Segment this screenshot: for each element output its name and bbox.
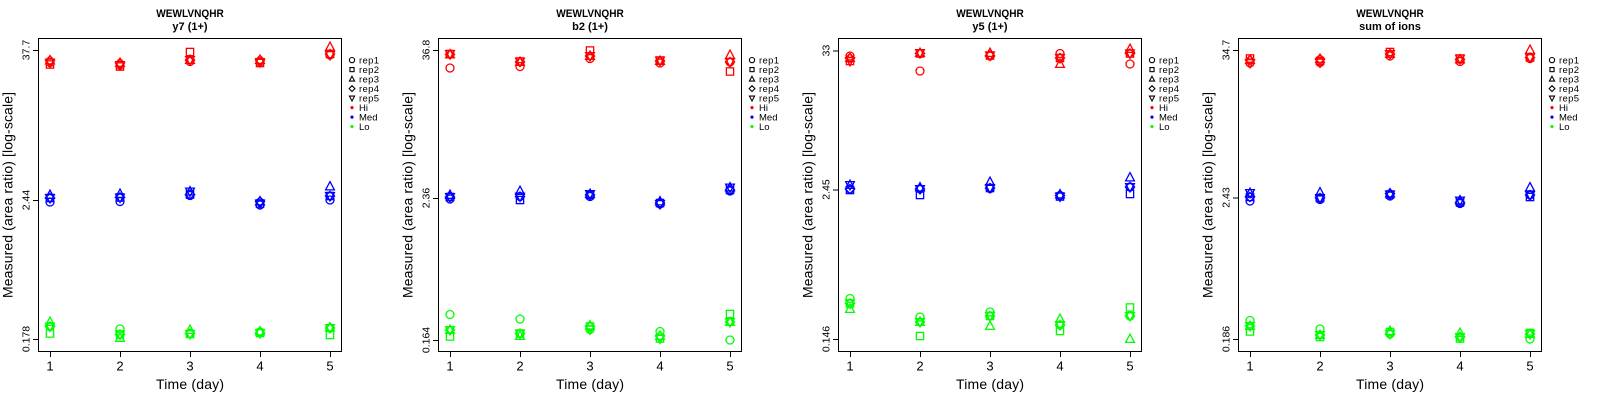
svg-text:4: 4 xyxy=(656,359,663,374)
svg-text:WEWLVNQHR: WEWLVNQHR xyxy=(556,8,624,20)
svg-text:2.43: 2.43 xyxy=(1221,187,1233,208)
svg-text:Time (day): Time (day) xyxy=(1356,376,1424,392)
svg-text:Med: Med xyxy=(1559,113,1577,124)
svg-text:3: 3 xyxy=(1386,359,1393,374)
svg-text:rep4: rep4 xyxy=(1159,84,1179,95)
svg-text:Measured (area ratio) [log-sca: Measured (area ratio) [log-scale] xyxy=(0,92,16,298)
svg-text:33: 33 xyxy=(821,45,833,57)
svg-text:sum of ions: sum of ions xyxy=(1359,21,1421,33)
svg-text:Measured (area ratio) [log-sca: Measured (area ratio) [log-scale] xyxy=(400,92,416,298)
svg-text:Lo: Lo xyxy=(759,122,770,133)
svg-text:3: 3 xyxy=(186,359,193,374)
svg-text:0.178: 0.178 xyxy=(21,326,33,352)
svg-text:2: 2 xyxy=(516,359,523,374)
svg-text:rep5: rep5 xyxy=(759,94,779,105)
svg-text:5: 5 xyxy=(1126,359,1133,374)
svg-text:2: 2 xyxy=(916,359,923,374)
svg-text:3: 3 xyxy=(586,359,593,374)
svg-text:rep1: rep1 xyxy=(359,56,379,67)
svg-text:rep5: rep5 xyxy=(1159,94,1179,105)
svg-text:Time (day): Time (day) xyxy=(556,376,624,392)
svg-text:rep5: rep5 xyxy=(1559,94,1579,105)
svg-text:rep2: rep2 xyxy=(1559,65,1579,76)
svg-text:5: 5 xyxy=(326,359,333,374)
svg-text:2.36: 2.36 xyxy=(421,188,433,209)
svg-text:Measured (area ratio) [log-sca: Measured (area ratio) [log-scale] xyxy=(800,92,816,298)
svg-text:2.44: 2.44 xyxy=(21,190,33,211)
svg-text:rep1: rep1 xyxy=(1159,56,1179,67)
svg-text:Lo: Lo xyxy=(1159,122,1170,133)
svg-text:rep1: rep1 xyxy=(759,56,779,67)
svg-text:Med: Med xyxy=(759,113,777,124)
svg-text:37.7: 37.7 xyxy=(21,40,33,61)
svg-text:Hi: Hi xyxy=(759,103,768,114)
svg-text:Time (day): Time (day) xyxy=(956,376,1024,392)
svg-text:rep3: rep3 xyxy=(1159,75,1179,86)
svg-text:1: 1 xyxy=(846,359,853,374)
svg-text:Hi: Hi xyxy=(1559,103,1568,114)
svg-text:4: 4 xyxy=(1056,359,1063,374)
svg-text:Measured (area ratio) [log-sca: Measured (area ratio) [log-scale] xyxy=(1200,92,1216,298)
svg-text:0.146: 0.146 xyxy=(821,326,833,352)
svg-text:y7 (1+): y7 (1+) xyxy=(172,21,207,33)
svg-text:Hi: Hi xyxy=(1159,103,1168,114)
svg-text:rep3: rep3 xyxy=(359,75,379,86)
svg-text:2: 2 xyxy=(1316,359,1323,374)
svg-text:y5 (1+): y5 (1+) xyxy=(972,21,1007,33)
svg-text:1: 1 xyxy=(446,359,453,374)
svg-text:4: 4 xyxy=(256,359,263,374)
svg-text:Med: Med xyxy=(359,113,377,124)
svg-text:Med: Med xyxy=(1159,113,1177,124)
svg-text:rep3: rep3 xyxy=(759,75,779,86)
svg-text:rep1: rep1 xyxy=(1559,56,1579,67)
svg-text:2: 2 xyxy=(116,359,123,374)
svg-text:2.45: 2.45 xyxy=(821,179,833,200)
svg-text:Lo: Lo xyxy=(359,122,370,133)
svg-text:Time (day): Time (day) xyxy=(156,376,224,392)
svg-text:rep2: rep2 xyxy=(1159,65,1179,76)
svg-text:34.7: 34.7 xyxy=(1221,40,1233,61)
svg-text:WEWLVNQHR: WEWLVNQHR xyxy=(956,8,1024,20)
svg-text:WEWLVNQHR: WEWLVNQHR xyxy=(1356,8,1424,20)
svg-text:b2 (1+): b2 (1+) xyxy=(572,21,608,33)
svg-text:Lo: Lo xyxy=(1559,122,1570,133)
svg-text:1: 1 xyxy=(1246,359,1253,374)
svg-text:5: 5 xyxy=(726,359,733,374)
svg-text:WEWLVNQHR: WEWLVNQHR xyxy=(156,8,224,20)
svg-text:36.8: 36.8 xyxy=(421,40,433,61)
svg-text:rep5: rep5 xyxy=(359,94,379,105)
svg-text:rep4: rep4 xyxy=(1559,84,1579,95)
svg-text:Hi: Hi xyxy=(359,103,368,114)
svg-text:rep4: rep4 xyxy=(359,84,379,95)
svg-text:5: 5 xyxy=(1526,359,1533,374)
svg-text:3: 3 xyxy=(986,359,993,374)
svg-text:1: 1 xyxy=(46,359,53,374)
svg-text:rep2: rep2 xyxy=(359,65,379,76)
svg-text:rep3: rep3 xyxy=(1559,75,1579,86)
svg-text:0.186: 0.186 xyxy=(1221,326,1233,352)
svg-text:rep4: rep4 xyxy=(759,84,779,95)
svg-text:rep2: rep2 xyxy=(759,65,779,76)
svg-text:4: 4 xyxy=(1456,359,1463,374)
svg-text:0.164: 0.164 xyxy=(421,327,433,353)
